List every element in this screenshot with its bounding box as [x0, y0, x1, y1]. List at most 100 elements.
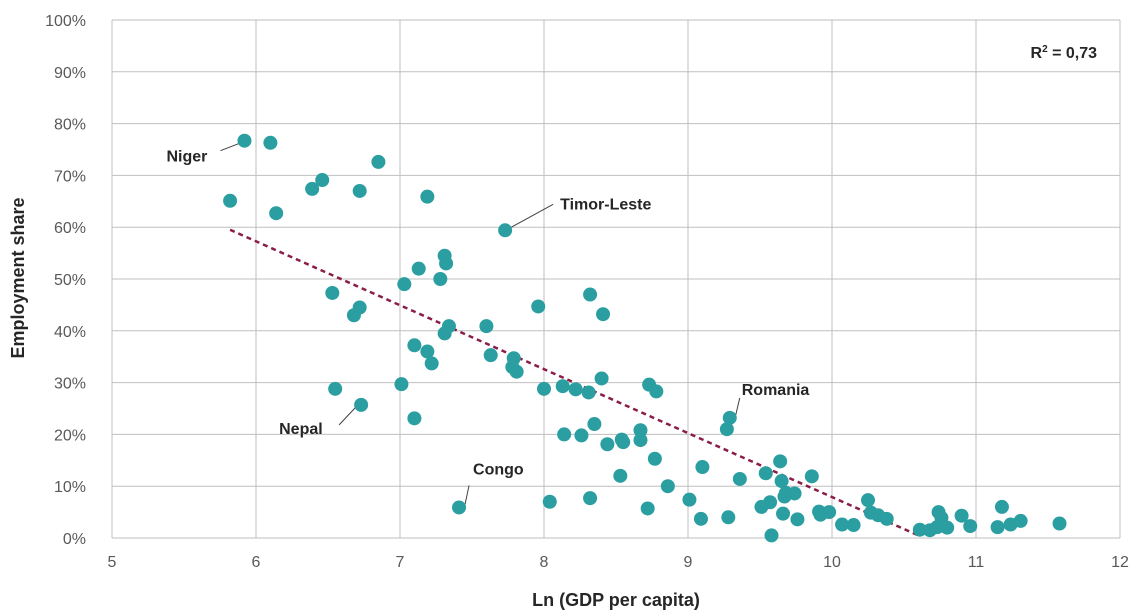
x-tick-label: 5: [108, 554, 117, 571]
y-tick-label: 40%: [54, 324, 86, 341]
annotations: Niger Timor-Leste Romania Nepal Congo: [166, 149, 809, 479]
data-point: [963, 519, 978, 534]
data-point: [1013, 513, 1028, 528]
y-tick-label: 80%: [54, 117, 86, 134]
x-tick-label: 7: [396, 554, 405, 571]
y-tick-label: 50%: [54, 272, 86, 289]
y-tick-label: 60%: [54, 220, 86, 237]
annotation-leader: [338, 407, 356, 426]
data-point: [835, 517, 850, 532]
x-tick-label: 6: [252, 554, 261, 571]
data-point: [433, 272, 448, 286]
data-point: [721, 510, 736, 525]
data-point: [424, 356, 439, 371]
data-point: [787, 486, 802, 501]
x-tick-label: 11: [968, 554, 985, 571]
annotation-label: Congo: [473, 461, 524, 478]
data-point: [407, 338, 422, 353]
data-point: [315, 173, 330, 188]
data-point: [940, 520, 955, 535]
data-point: [613, 468, 628, 483]
data-point: [542, 494, 557, 509]
data-point: [660, 479, 675, 494]
y-tick-label: 30%: [54, 376, 86, 393]
data-point: [420, 344, 435, 359]
data-point: [531, 299, 546, 314]
data-point: [804, 469, 819, 484]
data-point: [990, 520, 1005, 535]
data-point: [774, 474, 789, 489]
data-point: [649, 384, 664, 399]
data-point: [758, 466, 773, 481]
data-point: [773, 454, 788, 469]
data-point: [411, 261, 426, 276]
data-point: [452, 500, 467, 515]
y-tick-label: 10%: [54, 479, 86, 496]
data-point: [394, 377, 409, 392]
x-axis-ticks: 5 6 7 8 9 10 11 12: [108, 554, 1129, 571]
data-point: [498, 223, 513, 238]
data-point: [441, 319, 456, 334]
data-point: [407, 411, 422, 426]
data-point: [879, 511, 894, 526]
data-point: [776, 506, 791, 521]
data-point: [695, 460, 710, 475]
y-axis-ticks: 0% 10% 20% 30% 40% 50% 60% 70% 80% 90% 100%: [45, 13, 86, 548]
data-point: [912, 522, 927, 537]
annotation-label: Niger: [166, 149, 207, 166]
data-point: [764, 528, 779, 543]
data-point: [583, 287, 598, 302]
y-tick-label: 90%: [54, 65, 86, 82]
data-point: [790, 512, 805, 527]
data-point: [483, 348, 498, 363]
data-point: [861, 493, 875, 508]
y-tick-label: 0%: [63, 531, 86, 548]
data-point: [822, 505, 837, 520]
data-point: [722, 410, 737, 425]
annotation-label: Romania: [742, 382, 810, 399]
data-point: [587, 417, 602, 432]
data-point: [479, 319, 494, 334]
annotation-leader: [220, 143, 239, 152]
grid: [111, 19, 1121, 539]
data-point: [583, 491, 598, 506]
data-point: [557, 427, 572, 442]
r-squared-label: R2 = 0,73: [1031, 44, 1098, 62]
data-point: [237, 133, 252, 148]
data-point: [954, 508, 969, 523]
y-tick-label: 20%: [54, 427, 86, 444]
data-point: [223, 193, 238, 208]
y-tick-label: 70%: [54, 168, 86, 185]
data-point: [354, 397, 369, 412]
x-tick-label: 10: [823, 554, 841, 571]
annotation-label: Timor-Leste: [560, 196, 651, 213]
data-point: [439, 256, 454, 271]
data-point: [420, 189, 435, 204]
data-points: [223, 133, 1067, 543]
y-axis-title: Employment share: [8, 197, 28, 358]
data-point: [682, 492, 697, 507]
data-point: [371, 154, 386, 169]
data-point: [633, 423, 648, 438]
data-point: [352, 183, 367, 198]
data-point: [568, 382, 583, 397]
data-point: [574, 428, 589, 443]
data-point: [594, 371, 609, 386]
data-point: [537, 381, 551, 396]
data-point: [1052, 516, 1067, 531]
data-point: [509, 364, 524, 379]
data-point: [732, 471, 747, 486]
x-tick-label: 9: [684, 554, 693, 571]
data-point: [846, 518, 861, 533]
data-point: [616, 435, 631, 450]
data-point: [994, 499, 1009, 514]
data-point: [352, 300, 367, 315]
x-tick-label: 12: [1111, 554, 1129, 571]
data-point: [305, 181, 320, 196]
data-point: [269, 206, 284, 221]
x-tick-label: 8: [540, 554, 549, 571]
data-point: [325, 285, 340, 300]
data-point: [263, 135, 278, 150]
data-point: [600, 437, 615, 452]
